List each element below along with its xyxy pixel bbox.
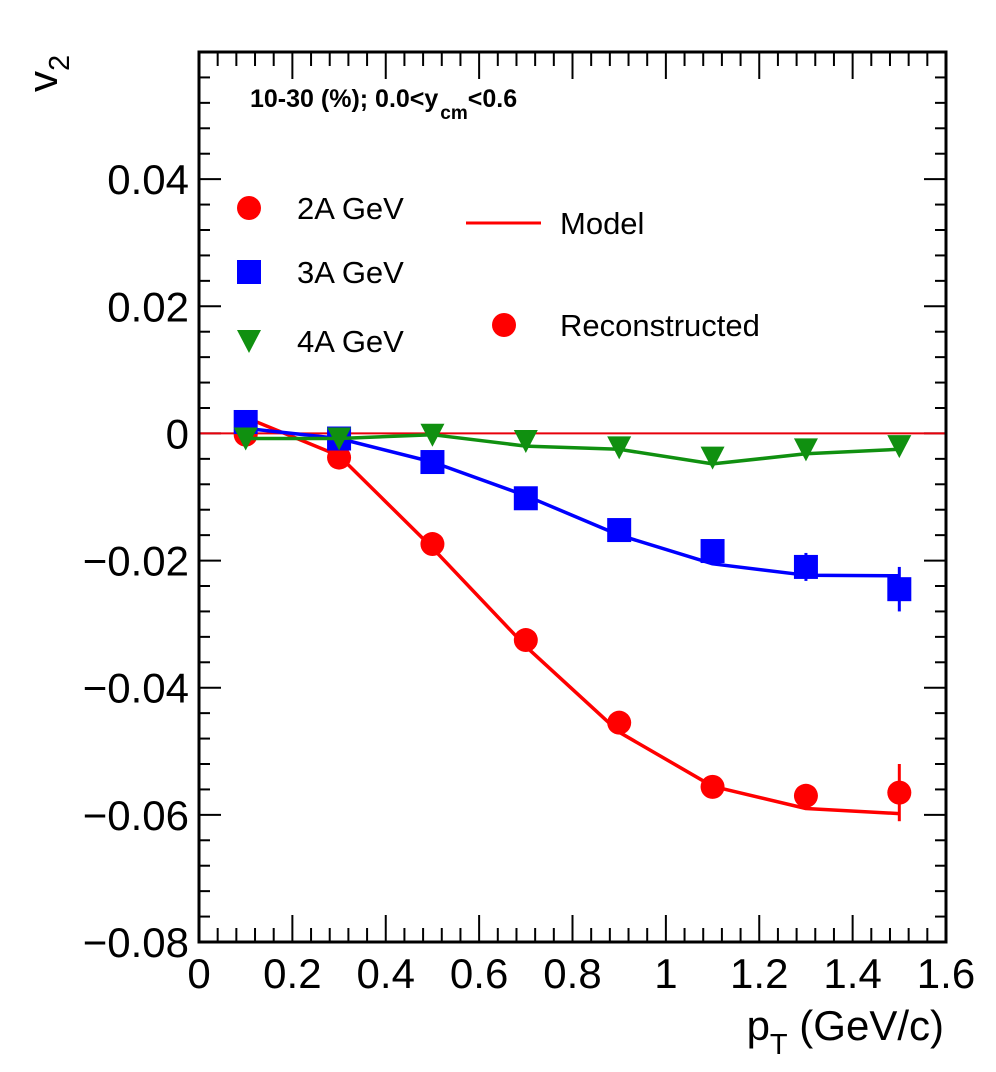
- x-tick-label: 0.4: [357, 950, 415, 997]
- legend: 2A GeV 3A GeV 4A GeV Model Reconstructed: [237, 191, 760, 359]
- y-tick-label: 0: [166, 410, 189, 457]
- legend-label: Reconstructed: [560, 308, 760, 343]
- axis-ticks: 0 0.2 0.4 0.6 0.8 1 1.2 1.4 1.6 −0.08 −0.06 −0.04 −0…: [83, 52, 975, 997]
- x-tick-label: 1.4: [823, 950, 881, 997]
- y-tick-label: −0.02: [83, 538, 189, 585]
- series-2a-gev: [233, 415, 912, 822]
- x-axis-title-tail: (GeV/c): [788, 1002, 944, 1049]
- legend-label: Model: [560, 206, 644, 241]
- data-point: [793, 438, 818, 462]
- data-point: [420, 532, 445, 557]
- data-point: [607, 518, 632, 543]
- x-tick-label: 0: [187, 950, 210, 997]
- y-tick-label: 0.02: [107, 283, 189, 330]
- x-axis-title: pT (GeV/c): [747, 1002, 944, 1061]
- legend-marker: [237, 196, 261, 220]
- model-line: [245, 432, 900, 466]
- data-point: [513, 430, 538, 454]
- data-point: [793, 554, 818, 579]
- y-tick-label: −0.06: [83, 792, 189, 839]
- x-axis-title-subscript: T: [770, 1029, 788, 1061]
- y-tick-label: −0.04: [83, 665, 189, 712]
- legend-label: 4A GeV: [297, 324, 404, 359]
- model-line: [245, 426, 900, 578]
- legend-marker: [237, 330, 261, 353]
- svg-text:v2: v2: [19, 55, 76, 92]
- data-point: [420, 450, 445, 475]
- data-point: [700, 446, 725, 470]
- model-line: [245, 415, 900, 816]
- data-point: [887, 780, 912, 805]
- data-point: [793, 783, 818, 808]
- y-tick-label: −0.08: [83, 919, 189, 966]
- y-axis-title-main: v: [19, 71, 66, 92]
- annotation-main: 10-30 (%); 0.0<y: [250, 85, 438, 113]
- data-point: [327, 427, 352, 451]
- x-tick-label: 1.2: [730, 950, 788, 997]
- data-point: [607, 436, 632, 460]
- x-tick-label: 0.2: [263, 950, 321, 997]
- plot-frame: [197, 50, 948, 944]
- x-tick-label: 0.8: [543, 950, 601, 997]
- data-point: [233, 427, 258, 451]
- y-axis-title-subscript: 2: [44, 55, 76, 71]
- data-point: [887, 577, 912, 602]
- data-point: [607, 710, 632, 735]
- legend-label: 2A GeV: [297, 191, 404, 226]
- series-4a-gev: [233, 423, 912, 470]
- data-point: [513, 628, 538, 653]
- x-axis-title-main: p: [747, 1002, 770, 1049]
- data-point: [327, 445, 352, 470]
- data-point: [700, 539, 725, 564]
- legend-marker: [237, 260, 261, 284]
- annotation-subscript: cm: [440, 103, 467, 124]
- data-point: [420, 423, 445, 447]
- chart-annotation: 10-30 (%); 0.0<ycm<0.6: [250, 85, 517, 124]
- x-tick-label: 0.6: [450, 950, 508, 997]
- y-axis-title: v2: [19, 55, 76, 92]
- legend-marker: [492, 313, 516, 337]
- annotation-tail: <0.6: [468, 85, 517, 113]
- data-point: [513, 486, 538, 511]
- data-point: [700, 774, 725, 799]
- data-series: [233, 409, 912, 822]
- x-tick-label: 1.6: [917, 950, 975, 997]
- y-tick-label: 0.04: [107, 156, 189, 203]
- legend-label: 3A GeV: [297, 255, 404, 290]
- data-point: [887, 435, 912, 459]
- x-tick-label: 1: [654, 950, 677, 997]
